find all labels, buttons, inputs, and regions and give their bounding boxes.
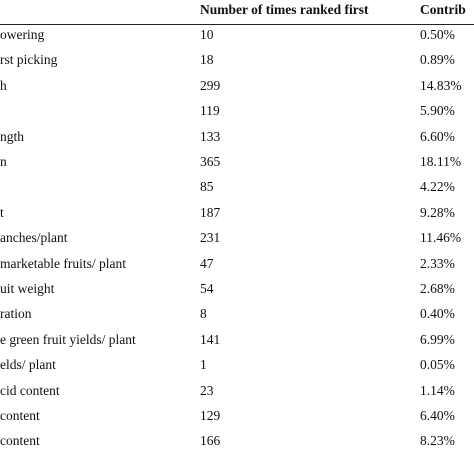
cell-value: 129	[200, 408, 221, 423]
row-label: n	[0, 154, 7, 169]
cell-value: 23	[200, 382, 214, 398]
cell-value: 299	[200, 77, 221, 93]
header-cell: Number of times ranked first	[200, 2, 369, 17]
cell-value: 0.89%	[420, 52, 455, 68]
cell-value: 133	[200, 128, 221, 144]
row-label: h	[0, 77, 7, 93]
cell-value: 231	[200, 230, 221, 246]
cell-value: 47	[200, 255, 214, 271]
cell-value: 119	[200, 103, 220, 119]
row-label: e green fruit yields/ plant	[0, 331, 136, 347]
cell-value: 6.40%	[420, 408, 455, 423]
cell-value: 9.28%	[420, 204, 455, 220]
row-label: marketable fruits/ plant	[0, 255, 126, 271]
row-label: anches/plant	[0, 230, 68, 246]
cell-value: 8.23%	[420, 433, 455, 449]
row-label: rst picking	[0, 52, 58, 68]
cell-value: 0.50%	[420, 27, 455, 42]
cell-value: 5.90%	[420, 103, 455, 119]
cell-value: 4.22%	[420, 179, 455, 195]
cell-value: 85	[200, 179, 214, 195]
header-rule	[0, 24, 474, 25]
cell-value: 2.68%	[420, 281, 455, 296]
cell-value: 6.60%	[420, 128, 455, 144]
cell-value: 8	[200, 306, 207, 322]
row-label: t	[0, 204, 4, 220]
row-label: content	[0, 433, 40, 449]
row-label: content	[0, 408, 40, 423]
cell-value: 141	[200, 331, 221, 347]
cell-value: 14.83%	[420, 77, 462, 93]
cell-value: 10	[200, 27, 214, 42]
row-label: uit weight	[0, 281, 55, 296]
cell-value: 0.05%	[420, 357, 455, 373]
cell-value: 18	[200, 52, 214, 68]
cell-value: 18.11%	[420, 154, 462, 169]
row-label: cid content	[0, 382, 60, 398]
cell-value: 0.40%	[420, 306, 455, 322]
cell-value: 365	[200, 154, 221, 169]
cell-value: 1.14%	[420, 382, 455, 398]
header-cell: Contrib	[420, 2, 466, 17]
row-label: owering	[0, 27, 45, 42]
cell-value: 1	[200, 357, 207, 373]
cell-value: 166	[200, 433, 221, 449]
cell-value: 187	[200, 204, 221, 220]
row-label: ration	[0, 306, 32, 322]
row-label: elds/ plant	[0, 357, 56, 373]
cell-value: 6.99%	[420, 331, 455, 347]
row-label: ngth	[0, 128, 25, 144]
cell-value: 2.33%	[420, 255, 455, 271]
cell-value: 11.46%	[420, 230, 462, 246]
cell-value: 54	[200, 281, 214, 296]
